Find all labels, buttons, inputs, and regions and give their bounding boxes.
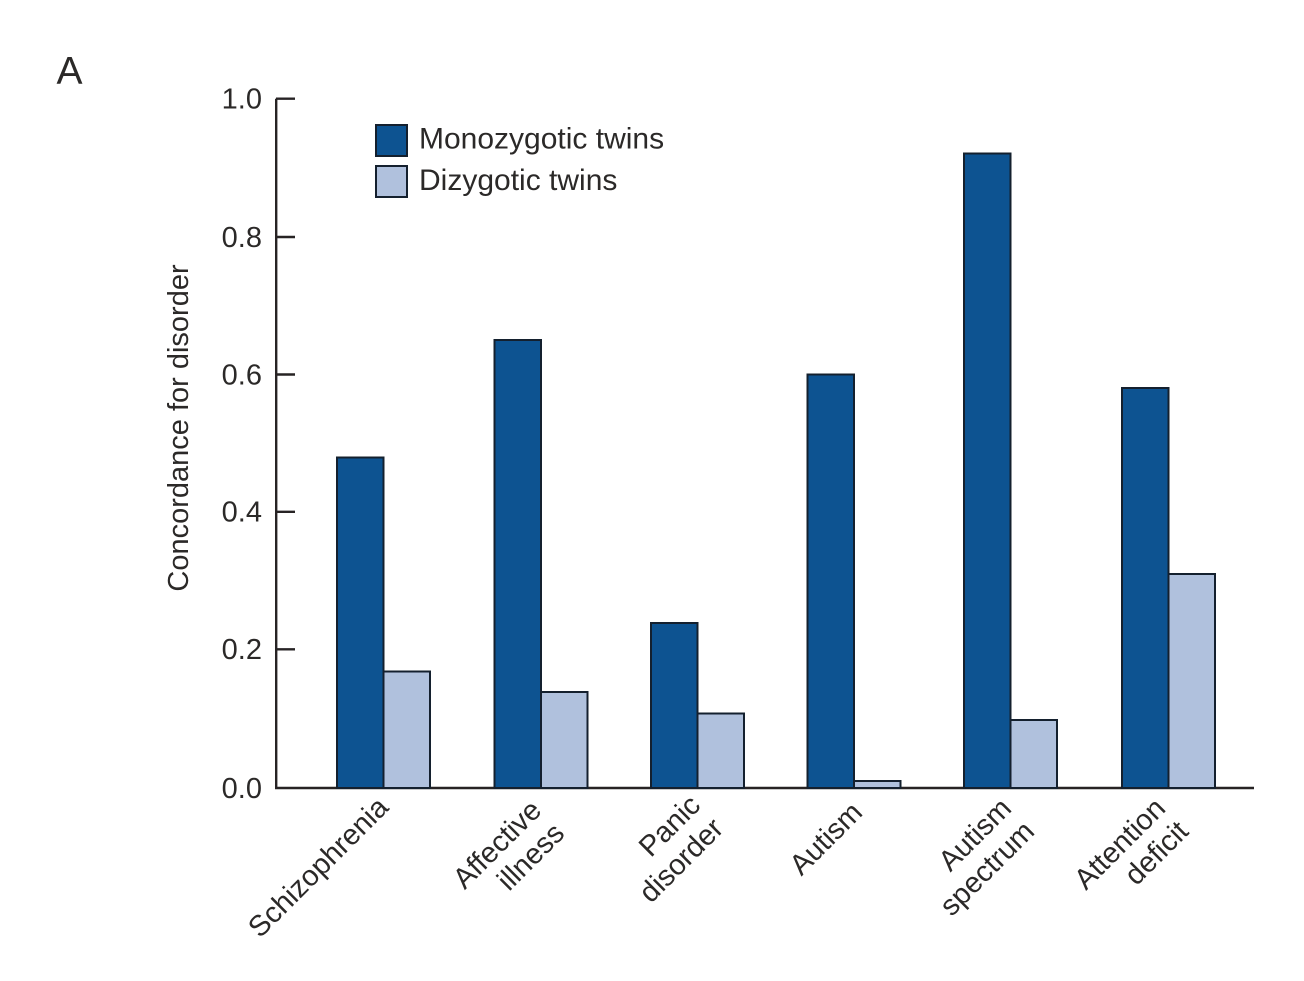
svg-text:Concordance for disorder: Concordance for disorder [163,264,195,592]
svg-text:0.0: 0.0 [222,773,262,805]
svg-text:1.0: 1.0 [222,84,262,116]
svg-text:A: A [57,50,83,93]
svg-text:0.8: 0.8 [222,222,262,254]
svg-text:0.6: 0.6 [222,359,262,391]
svg-text:0.4: 0.4 [222,497,262,529]
svg-text:0.2: 0.2 [222,634,262,666]
svg-text:Monozygotic twins: Monozygotic twins [419,123,664,156]
svg-text:Dizygotic twins: Dizygotic twins [419,164,617,197]
